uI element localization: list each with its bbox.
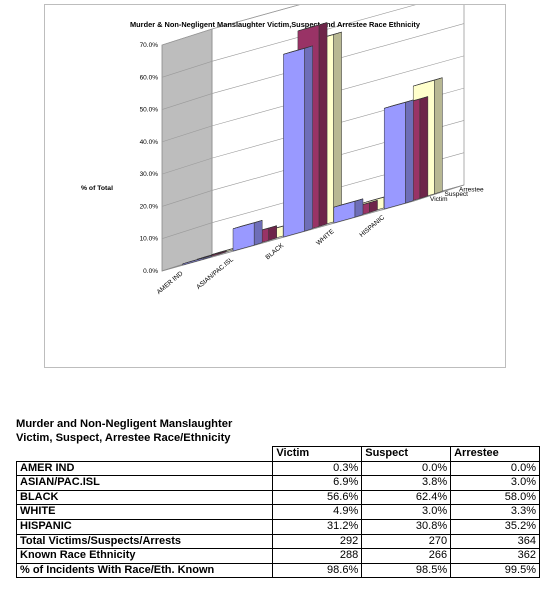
- gridline: [161, 5, 300, 46]
- header-victim: Victim: [272, 446, 363, 462]
- row-label: Total Victims/Suspects/Arrests: [15, 533, 274, 550]
- y-tick-label: 20.0%: [140, 203, 159, 210]
- cell-victim: 0.3%: [272, 460, 363, 477]
- category-label: WHITE: [315, 228, 336, 247]
- cell-suspect: 3.0%: [361, 504, 452, 520]
- row-label: Known Race Ethnicity: [15, 548, 274, 564]
- table-header-row: Victim Suspect Arrestee: [16, 446, 540, 462]
- row-label: ASIAN/PAC.ISL: [15, 475, 274, 491]
- cell-arrestee: 362: [450, 548, 540, 564]
- cell-suspect: 62.4%: [361, 489, 452, 506]
- gridline: [161, 5, 416, 78]
- gridline: [161, 23, 465, 110]
- y-tick-label: 60.0%: [140, 74, 159, 81]
- cell-victim: 288: [272, 548, 363, 564]
- y-tick-label: 40.0%: [140, 139, 159, 146]
- cell-victim: 4.9%: [272, 504, 363, 520]
- gridline: [161, 152, 465, 240]
- category-label: AMER IND: [156, 270, 185, 296]
- table-row: Known Race Ethnicity 288 266 362: [15, 548, 540, 564]
- series-label: Arrestee: [459, 187, 484, 194]
- gridline: [161, 87, 465, 175]
- table-row: AMER IND 0.3% 0.0% 0.0%: [15, 460, 540, 477]
- cell-victim: 98.6%: [272, 562, 363, 579]
- table-row: WHITE 4.9% 3.0% 3.3%: [15, 504, 540, 520]
- row-label: WHITE: [15, 504, 274, 520]
- cell-arrestee: 3.3%: [450, 504, 540, 520]
- cell-arrestee: 364: [450, 533, 540, 550]
- cell-suspect: 3.8%: [361, 475, 452, 491]
- series-label: Suspect: [445, 191, 469, 198]
- cell-arrestee: 58.0%: [450, 489, 540, 506]
- row-label: HISPANIC: [15, 518, 274, 535]
- table-row: Total Victims/Suspects/Arrests 292 270 364: [15, 533, 540, 550]
- cell-suspect: 98.5%: [361, 562, 452, 579]
- category-label: ASIAN/PAC.ISL: [195, 256, 235, 291]
- cell-suspect: 266: [361, 548, 452, 564]
- y-axis-label: % of Total: [81, 185, 113, 192]
- cell-suspect: 270: [361, 533, 452, 550]
- row-label: BLACK: [15, 489, 274, 506]
- y-tick-label: 30.0%: [140, 171, 159, 178]
- chart-3d-bar: 0.0% 10.0% 20.0% 30.0% 40.0% 50.0% 60.0% 70.0%%…: [81, 5, 484, 296]
- cell-arrestee: 99.5%: [450, 562, 540, 579]
- cell-victim: 56.6%: [272, 489, 363, 506]
- y-tick-label: 70.0%: [140, 42, 159, 49]
- chart-panel: 0.0% 10.0% 20.0% 30.0% 40.0% 50.0% 60.0% 70.0%%…: [44, 4, 506, 368]
- bar-victim: [283, 45, 313, 238]
- side-wall: [161, 28, 213, 272]
- cell-victim: 292: [272, 533, 363, 550]
- header-blank-cell: [16, 446, 273, 462]
- race-ethnicity-table: Victim Suspect Arrestee AMER IND 0.3% 0.0%…: [15, 446, 540, 579]
- bar-victim: [333, 198, 364, 224]
- cell-victim: 31.2%: [272, 518, 363, 535]
- y-tick-label: 10.0%: [140, 236, 159, 243]
- table-title-line-2: Victim, Suspect, Arrestee Race/Ethnicity: [16, 431, 231, 444]
- bar-victim: [182, 255, 213, 266]
- table-title: Murder and Non-Negligent Manslaughter Vi…: [16, 418, 316, 445]
- row-label: % of Incidents With Race/Eth. Known: [15, 562, 274, 579]
- row-label: AMER IND: [15, 460, 274, 477]
- y-tick-label: 0.0%: [143, 268, 158, 275]
- y-tick-label: 50.0%: [140, 107, 159, 114]
- chart-title: Murder & Non-Negligent Manslaughter Vict…: [130, 20, 421, 29]
- bar-victim: [383, 99, 414, 210]
- header-suspect: Suspect: [361, 446, 452, 462]
- gridline: [161, 120, 465, 207]
- table-title-line-1: Murder and Non-Negligent Manslaughter: [16, 418, 233, 430]
- series-label: Victim: [430, 196, 448, 203]
- category-label: BLACK: [264, 242, 285, 261]
- category-label: HISPANIC: [358, 214, 386, 239]
- cell-victim: 6.9%: [272, 475, 363, 491]
- table-row: ASIAN/PAC.ISL 6.9% 3.8% 3.0%: [15, 475, 540, 491]
- cell-arrestee: 35.2%: [450, 518, 540, 535]
- table-row: HISPANIC 31.2% 30.8% 35.2%: [15, 518, 540, 535]
- cell-arrestee: 3.0%: [450, 475, 540, 491]
- cell-suspect: 30.8%: [361, 518, 452, 535]
- cell-arrestee: 0.0%: [450, 460, 540, 477]
- header-arrestee: Arrestee: [450, 446, 540, 462]
- gridline: [161, 55, 465, 143]
- bar-victim: [232, 219, 263, 252]
- table-row: BLACK 56.6% 62.4% 58.0%: [15, 489, 540, 506]
- cell-suspect: 0.0%: [361, 460, 452, 477]
- table-row: % of Incidents With Race/Eth. Known 98.6%…: [15, 562, 540, 579]
